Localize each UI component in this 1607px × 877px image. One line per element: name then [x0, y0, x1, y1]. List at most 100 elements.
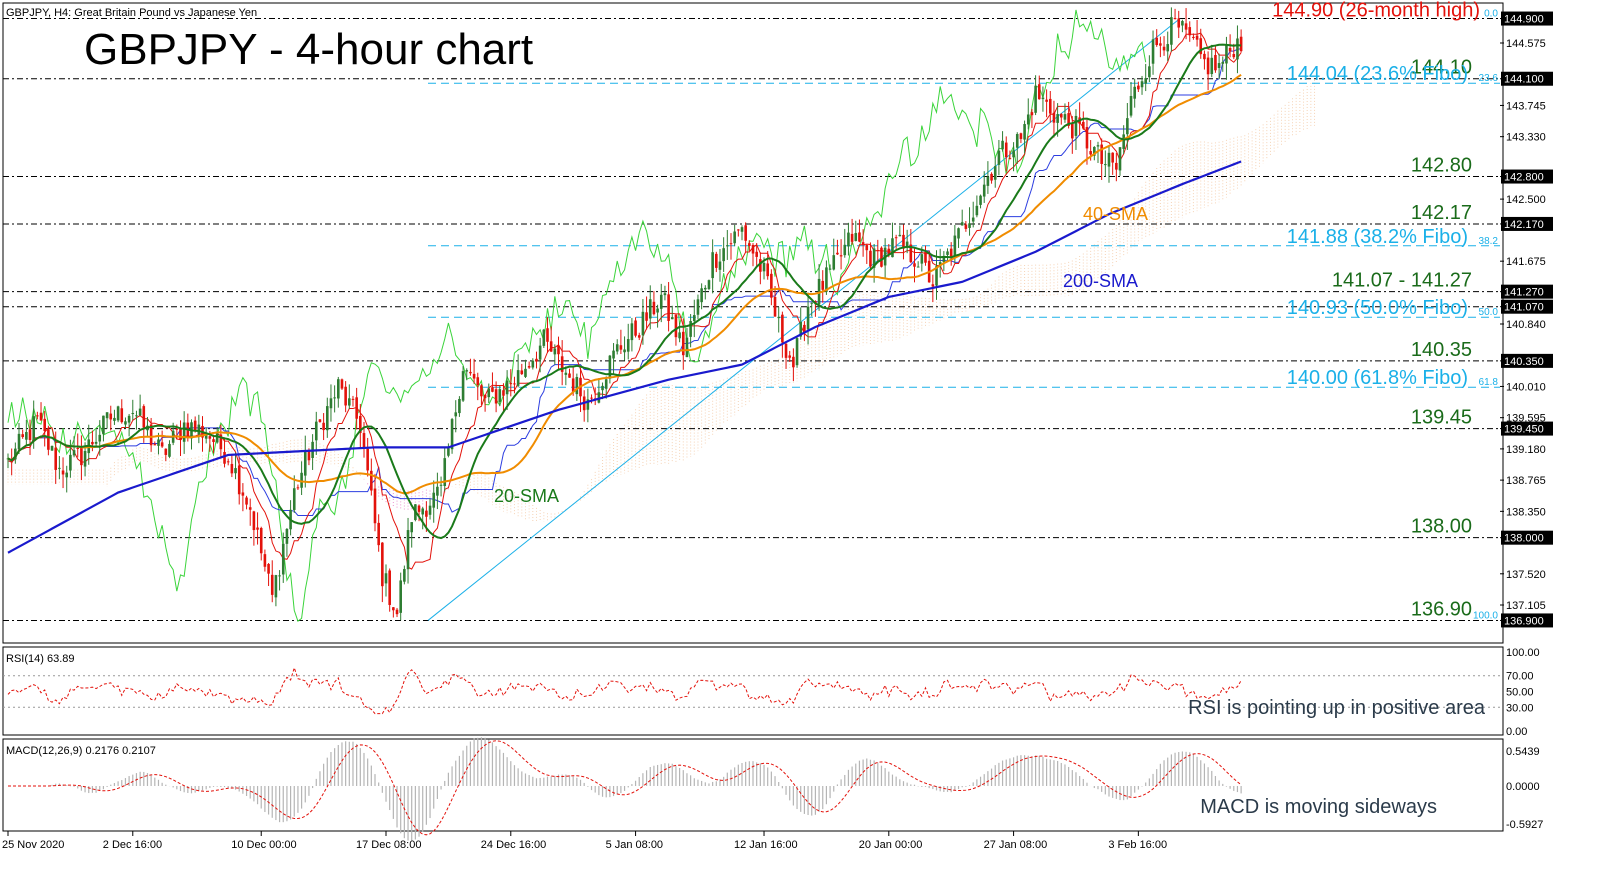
candle-body: [1019, 133, 1023, 139]
candle-body: [292, 488, 296, 510]
level-label: 142.17: [1411, 202, 1472, 224]
candle-body: [1210, 57, 1214, 75]
level-label: 144.04 (23.6% Fibo): [1287, 63, 1468, 85]
candle-body: [670, 317, 674, 320]
candle-body: [384, 573, 388, 584]
candle-body: [1071, 123, 1074, 139]
candle-body: [505, 380, 509, 395]
fibo-tag: 61.8: [1479, 377, 1499, 388]
candle-body: [274, 575, 278, 598]
level-label: 136.90: [1411, 598, 1472, 620]
candle-body: [894, 237, 898, 239]
candle-body: [990, 173, 993, 181]
candle-body: [1203, 53, 1206, 60]
candle-body: [270, 574, 274, 595]
level-label: 141.07 - 141.27: [1332, 270, 1472, 292]
candle-body: [1133, 86, 1136, 99]
candle-body: [751, 245, 755, 254]
price-tick-label: 140.840: [1506, 319, 1546, 331]
candle-body: [681, 331, 685, 356]
candle-body: [476, 377, 480, 386]
candle-body: [825, 267, 828, 292]
candle-body: [619, 345, 623, 350]
candle-body: [465, 370, 469, 372]
candle-body: [597, 392, 601, 403]
candle-body: [197, 424, 201, 435]
candle-body: [443, 458, 447, 486]
candle-body: [535, 358, 538, 362]
candle-body: [318, 419, 322, 422]
candle-body: [1162, 46, 1166, 51]
rsi-annotation: RSI is pointing up in positive area: [1188, 697, 1486, 719]
candle-body: [491, 387, 494, 392]
candle-body: [25, 432, 28, 440]
rsi-layer: [3, 666, 1500, 715]
candle-body: [344, 386, 347, 406]
candles: [6, 7, 1243, 621]
candle-body: [36, 415, 39, 417]
candle-body: [252, 511, 256, 531]
candle-body: [913, 263, 916, 267]
candle-body: [568, 373, 571, 378]
candle-body: [792, 356, 795, 368]
candle-body: [1166, 44, 1170, 52]
candle-body: [285, 528, 289, 544]
price-tag-box: [1501, 530, 1553, 545]
rsi-tick-label: 70.00: [1506, 671, 1534, 683]
price-tag-box: [1501, 353, 1553, 368]
sma20-label: 20-SMA: [494, 486, 559, 506]
macd-signal-line: [8, 740, 1242, 836]
fibo-tag: 0.0: [1484, 9, 1498, 20]
candle-body: [828, 268, 832, 270]
candle-body: [575, 377, 579, 395]
candle-body: [65, 472, 69, 478]
candle-body: [1137, 85, 1140, 90]
candle-body: [1148, 66, 1151, 78]
candle-body: [979, 195, 982, 205]
main-pane-frame: [2, 2, 1504, 644]
candle-body: [425, 510, 428, 517]
candle-body: [54, 447, 58, 470]
candle-body: [905, 241, 909, 248]
candle-body: [850, 233, 854, 242]
candle-body: [366, 448, 369, 471]
level-label: 139.45: [1411, 407, 1472, 429]
candle-body: [924, 251, 927, 263]
candle-body: [43, 418, 46, 432]
candle-body: [182, 422, 186, 442]
rsi-tick-label: 30.00: [1506, 702, 1534, 714]
candle-body: [370, 470, 373, 491]
candle-body: [960, 222, 964, 226]
candle-body: [626, 339, 630, 352]
candle-body: [388, 570, 391, 605]
price-tag-box: [1501, 284, 1553, 299]
candle-body: [502, 390, 505, 396]
candle-body: [219, 434, 223, 450]
candle-body: [208, 436, 212, 439]
candle-body: [230, 463, 234, 474]
candle-body: [480, 385, 483, 397]
candle-body: [153, 444, 157, 446]
sma20-line: [7, 43, 1242, 540]
candle-body: [248, 507, 252, 510]
candle-body: [615, 344, 619, 352]
candle-body: [1026, 114, 1030, 125]
candle-body: [1181, 21, 1184, 26]
candle-body: [1004, 142, 1008, 158]
price-tick-label: 143.330: [1506, 132, 1546, 144]
candle-body: [410, 522, 413, 533]
candle-body: [105, 412, 109, 419]
candle-body: [1151, 39, 1155, 64]
candle-body: [377, 522, 380, 546]
candle-body: [487, 388, 491, 398]
price-tick-label: 142.800: [1504, 172, 1544, 184]
candle-body: [997, 150, 1001, 165]
candle-body: [447, 447, 450, 456]
price-tick-label: 138.350: [1506, 506, 1546, 518]
candle-body: [1012, 150, 1015, 158]
candle-body: [645, 312, 648, 321]
candle-body: [641, 311, 645, 336]
candle-body: [869, 250, 872, 267]
candle-body: [707, 280, 711, 290]
level-label: 141.88 (38.2% Fibo): [1287, 226, 1468, 248]
